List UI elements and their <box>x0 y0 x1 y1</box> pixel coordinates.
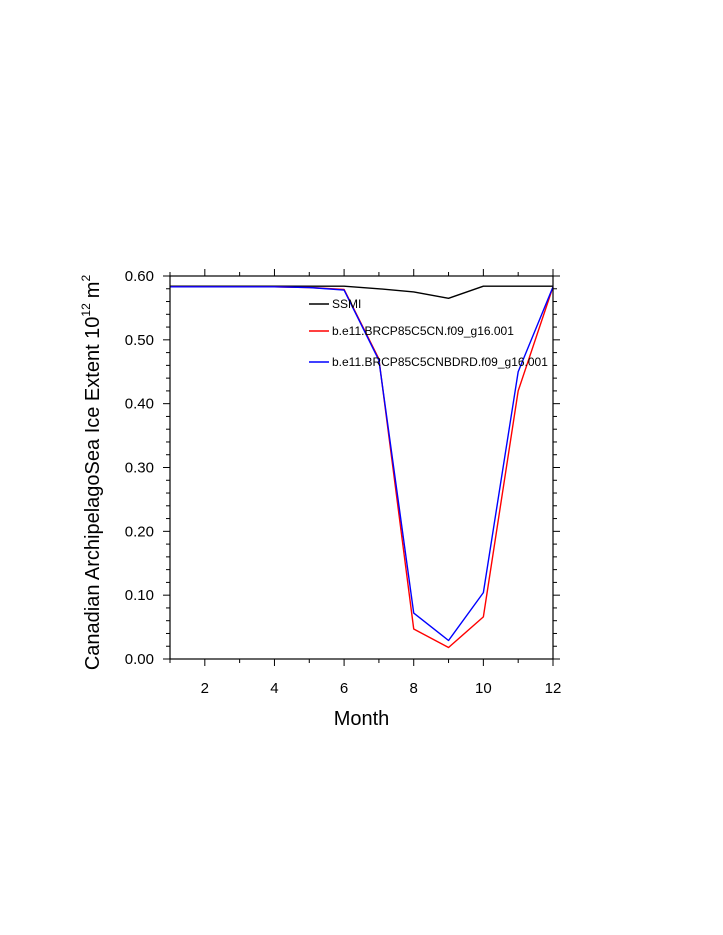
y-axis-title-main: Canadian ArchipelagoSea Ice Extent 10 <box>82 317 104 671</box>
y-axis-title-unit-exp: 2 <box>79 275 93 282</box>
y-axis-title-exp: 12 <box>79 303 93 317</box>
y-tick-label: 0.60 <box>125 268 154 285</box>
x-tick-label: 12 <box>545 680 562 697</box>
y-axis-title-unit: m <box>82 282 104 299</box>
y-tick-label: 0.10 <box>125 587 154 604</box>
x-axis-title: Month <box>334 708 390 730</box>
series-layer <box>170 285 554 649</box>
x-tick-label: 6 <box>340 680 348 697</box>
legend: SSMI b.e11.BRCP85C5CN.f09_g16.001 b.e11.BR… <box>309 297 548 369</box>
y-tick-label: 0.20 <box>125 523 154 540</box>
series-line-1 <box>170 285 553 300</box>
y-tick-label: 0.30 <box>125 460 154 477</box>
legend-label-3: b.e11.BRCP85C5CNBDRD.f09_g16.001 <box>332 355 548 369</box>
tick-marks <box>163 269 560 666</box>
series-line-3 <box>170 286 554 642</box>
x-tick-label: 2 <box>201 680 209 697</box>
legend-label-2: b.e11.BRCP85C5CN.f09_g16.001 <box>332 324 514 338</box>
x-tick-label: 8 <box>410 680 418 697</box>
plot-frame <box>169 275 554 660</box>
y-tick-label: 0.00 <box>125 651 154 668</box>
y-tick-labels: 0.00 0.10 0.20 0.30 0.40 0.50 0.60 <box>125 268 154 668</box>
y-tick-label: 0.50 <box>125 332 154 349</box>
series-line-2 <box>170 286 554 649</box>
x-tick-label: 10 <box>475 680 492 697</box>
y-tick-label: 0.40 <box>125 396 154 413</box>
x-tick-label: 4 <box>270 680 278 697</box>
x-tick-labels: 2 4 6 8 10 12 <box>201 680 562 697</box>
y-axis-title: Canadian ArchipelagoSea Ice Extent 1012 m… <box>79 275 104 671</box>
legend-label-1: SSMI <box>332 297 361 311</box>
